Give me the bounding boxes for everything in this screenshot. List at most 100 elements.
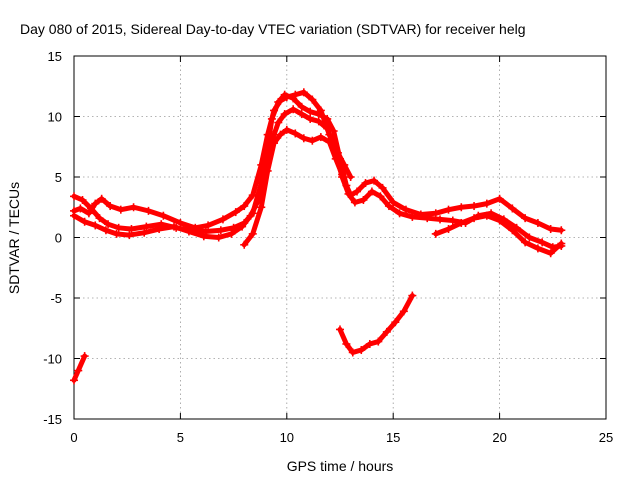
- data-point: [267, 114, 276, 123]
- data-point: [314, 117, 323, 126]
- data-point: [444, 225, 453, 234]
- data-point: [357, 346, 366, 355]
- x-tick-label: 10: [280, 430, 294, 445]
- series-line-trace-f: [71, 353, 88, 383]
- data-point: [308, 95, 317, 104]
- data-point: [423, 214, 432, 223]
- data-point: [546, 249, 555, 258]
- data-point: [80, 217, 89, 226]
- data-point: [359, 195, 368, 204]
- y-axis-label: SDTVAR / TECUs: [6, 182, 22, 294]
- x-tick-label: 20: [492, 430, 506, 445]
- data-point: [395, 209, 404, 218]
- x-tick-label: 5: [177, 430, 184, 445]
- data-point: [297, 102, 306, 111]
- data-point: [361, 179, 370, 188]
- data-point: [176, 218, 185, 227]
- y-tick-label: 5: [55, 170, 62, 185]
- data-point: [104, 220, 113, 229]
- data-point: [323, 114, 332, 123]
- data-point: [546, 225, 555, 234]
- data-point: [199, 232, 208, 241]
- data-point: [114, 223, 123, 232]
- data-point: [557, 226, 566, 235]
- data-point: [289, 94, 298, 103]
- data-point: [482, 211, 491, 220]
- data-point: [448, 216, 457, 225]
- data-point: [408, 291, 417, 300]
- data-point: [306, 114, 315, 123]
- data-point: [155, 225, 164, 234]
- data-point: [470, 202, 479, 211]
- data-point: [276, 130, 285, 139]
- data-point: [316, 133, 325, 142]
- data-point: [521, 238, 530, 247]
- data-point: [382, 327, 391, 336]
- data-point: [444, 205, 453, 214]
- data-point: [142, 222, 151, 231]
- data-point: [508, 204, 517, 213]
- data-point: [280, 90, 289, 99]
- data-point: [323, 124, 332, 133]
- y-tick-label: 15: [48, 49, 62, 64]
- data-point: [297, 110, 306, 119]
- data-point: [346, 173, 355, 181]
- data-point: [246, 211, 255, 220]
- data-point: [533, 244, 542, 253]
- data-point: [270, 139, 279, 148]
- data-point: [299, 88, 308, 97]
- data-point: [336, 325, 344, 334]
- data-point: [457, 203, 466, 212]
- data-point: [557, 239, 566, 248]
- data-point: [76, 204, 85, 213]
- data-point: [227, 229, 236, 238]
- data-point: [389, 198, 398, 207]
- data-point: [408, 212, 417, 221]
- data-point: [350, 198, 359, 207]
- data-point: [365, 339, 374, 348]
- data-point: [70, 192, 78, 201]
- data-point: [127, 225, 136, 234]
- data-point: [521, 214, 530, 223]
- x-tick-label: 15: [386, 430, 400, 445]
- data-point: [376, 192, 385, 201]
- data-point: [391, 318, 400, 327]
- data-point: [91, 199, 100, 208]
- data-series: [70, 88, 566, 385]
- data-point: [495, 194, 504, 203]
- data-point: [399, 307, 408, 316]
- y-tick-label: -10: [43, 352, 62, 367]
- data-point: [342, 339, 351, 348]
- data-point: [240, 240, 249, 249]
- data-point: [329, 127, 338, 136]
- data-point: [78, 195, 87, 204]
- data-point: [495, 216, 504, 225]
- data-point: [431, 229, 440, 238]
- data-point: [129, 203, 138, 212]
- data-point: [353, 187, 362, 196]
- data-point: [106, 202, 115, 211]
- data-point: [231, 208, 240, 217]
- data-point: [325, 137, 334, 146]
- data-point: [91, 221, 100, 230]
- data-point: [533, 218, 542, 227]
- data-point: [308, 136, 317, 145]
- data-point: [184, 227, 193, 236]
- y-tick-label: -15: [43, 412, 62, 427]
- data-point: [218, 215, 227, 224]
- data-point: [140, 228, 149, 237]
- data-point: [314, 110, 323, 119]
- data-point: [80, 352, 89, 361]
- data-point: [274, 97, 283, 106]
- data-point: [378, 183, 387, 192]
- data-point: [97, 194, 106, 203]
- chart-title: Day 080 of 2015, Sidereal Day-to-day VTE…: [20, 21, 526, 37]
- y-tick-label: -5: [50, 291, 62, 306]
- data-point: [70, 211, 78, 220]
- data-point: [204, 221, 213, 230]
- data-point: [508, 226, 517, 235]
- data-point: [274, 118, 283, 127]
- x-tick-label: 0: [70, 430, 77, 445]
- data-point: [457, 218, 466, 227]
- data-point: [431, 209, 440, 218]
